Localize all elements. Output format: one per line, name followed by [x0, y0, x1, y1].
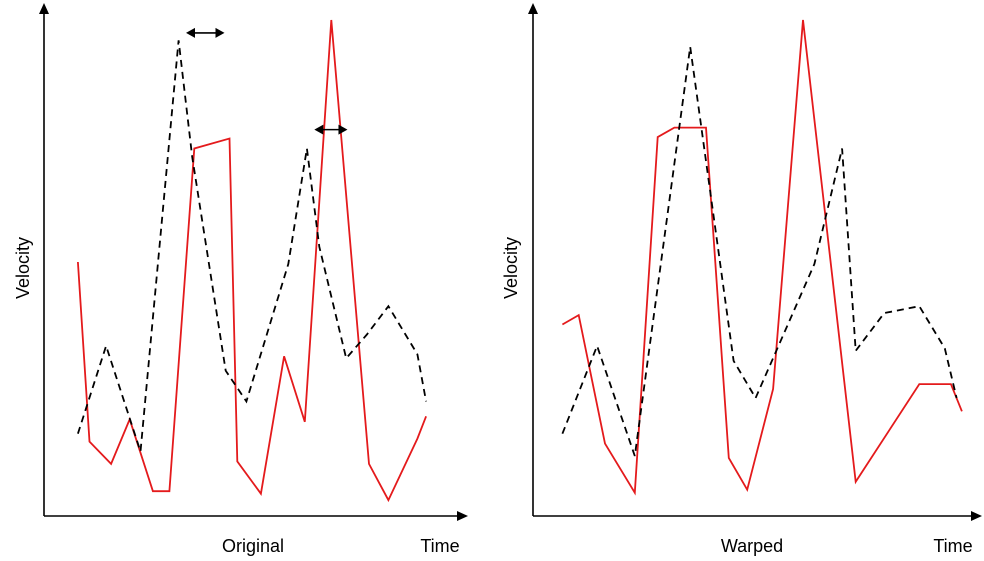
shift-arrow-layer — [186, 27, 348, 135]
shift-arrow-head-right — [215, 27, 225, 38]
panel-label-warped: Warped — [721, 536, 783, 556]
y-axis-arrowhead-right — [528, 3, 538, 14]
series-line-solid-original — [77, 19, 427, 503]
series-line-dashed-original — [77, 40, 427, 452]
shift-arrow-head-left — [314, 124, 324, 135]
y-axis-label-right: Velocity — [501, 237, 521, 299]
series-layer-warped — [561, 19, 963, 496]
shift-arrow-1 — [186, 27, 225, 38]
x-axis-arrowhead-left — [457, 511, 468, 521]
y-axis-label-left: Velocity — [13, 237, 33, 299]
shift-arrow-head-right — [338, 124, 348, 135]
series-layer-original — [77, 19, 427, 503]
shift-arrow-head-left — [186, 27, 196, 38]
panel-warped: Velocity Warped Time — [501, 3, 982, 556]
x-axis-label-left: Time — [420, 536, 459, 556]
series-line-dashed-warped — [561, 46, 958, 457]
x-axis-label-right: Time — [933, 536, 972, 556]
series-line-solid-warped — [561, 19, 963, 496]
x-axis-arrowhead-right — [971, 511, 982, 521]
panel-label-original: Original — [222, 536, 284, 556]
y-axis-arrowhead-left — [39, 3, 49, 14]
panel-original: Velocity Original Time — [13, 3, 468, 556]
shift-arrow-2 — [314, 124, 348, 135]
